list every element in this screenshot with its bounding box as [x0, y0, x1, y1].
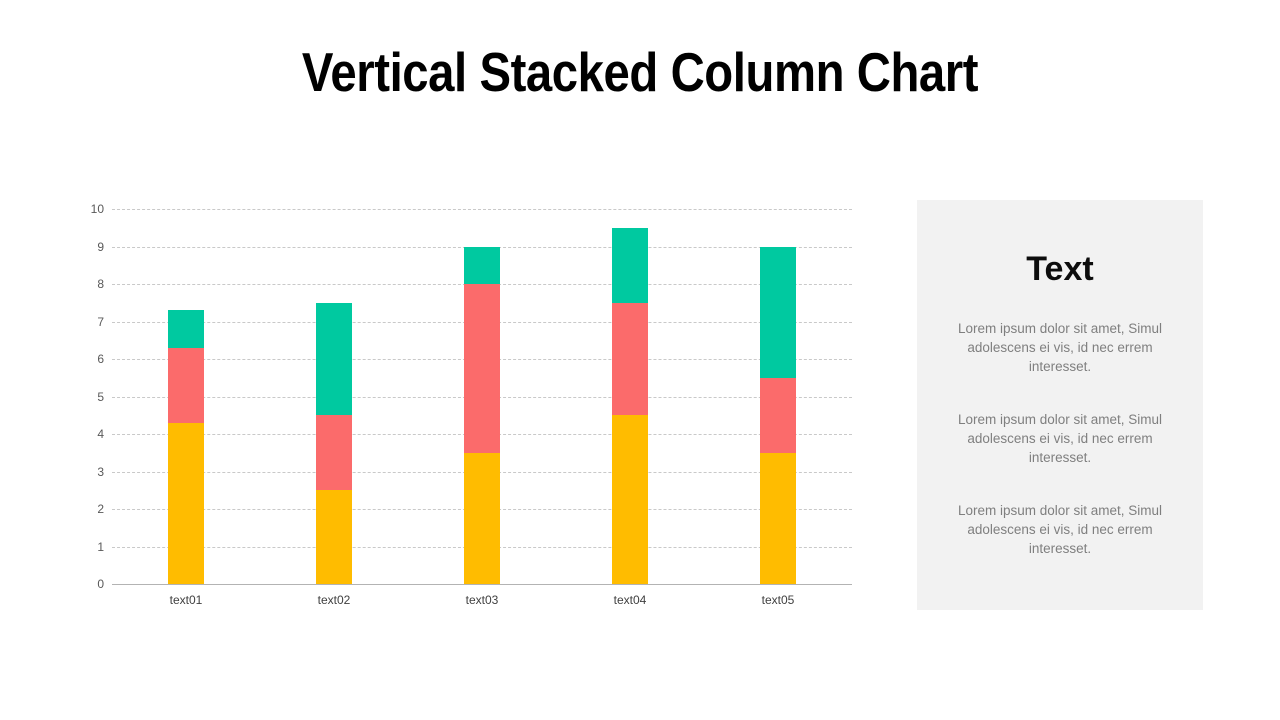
- stacked-bar-text01: [168, 310, 204, 584]
- y-tick-label: 3: [97, 464, 104, 479]
- y-tick-label: 8: [97, 277, 104, 291]
- y-tick-label: 9: [97, 239, 104, 254]
- stacked-bar-text04: [612, 227, 648, 584]
- bar-segment-top-green: [760, 246, 796, 378]
- y-tick-label: 10: [90, 202, 104, 216]
- panel-paragraph-3: Lorem ipsum dolor sit amet, Simul adoles…: [957, 503, 1163, 556]
- bar-segment-top-green: [464, 246, 500, 284]
- side-text-panel: Text Lorem ipsum dolor sit amet, Simul a…: [917, 200, 1203, 610]
- x-category-label: text04: [613, 593, 647, 607]
- bar-segment-top-green: [168, 310, 204, 348]
- stacked-column-chart: 0 1 2 3 4 5 6 7 8 9 10 text01 text02 text03 text04 text…: [91, 202, 852, 607]
- panel-paragraph-2: Lorem ipsum dolor sit amet, Simul adoles…: [957, 412, 1163, 465]
- y-tick-label: 4: [97, 427, 104, 441]
- stacked-bar-text03: [464, 246, 500, 584]
- x-axis-line: [112, 584, 852, 585]
- y-tick-label: 7: [97, 314, 104, 329]
- slide-title: Vertical Stacked Column Chart: [301, 41, 979, 103]
- x-category-label: text01: [169, 593, 203, 607]
- gridline: [112, 209, 852, 210]
- bar-segment-bottom-orange: [760, 452, 796, 584]
- bar-segment-bottom-orange: [168, 422, 204, 584]
- bar-segment-bottom-orange: [316, 490, 352, 584]
- bar-segment-middle-red: [760, 377, 796, 453]
- stacked-bar-text05: [760, 246, 796, 584]
- bar-segment-middle-red: [316, 415, 352, 491]
- x-category-label: text05: [761, 593, 795, 607]
- panel-heading: Text: [1026, 250, 1094, 288]
- bar-segment-middle-red: [464, 284, 500, 453]
- bar-segment-middle-red: [168, 347, 204, 423]
- y-tick-label: 2: [97, 502, 104, 516]
- bar-segment-bottom-orange: [612, 415, 648, 584]
- stacked-bar-text02: [316, 302, 352, 584]
- bar-segment-bottom-orange: [464, 452, 500, 584]
- bar-segment-middle-red: [612, 302, 648, 416]
- x-category-label: text02: [317, 593, 351, 607]
- panel-paragraph-1: Lorem ipsum dolor sit amet, Simul adoles…: [957, 321, 1163, 374]
- bar-segment-top-green: [316, 302, 352, 416]
- y-tick-label: 5: [97, 389, 104, 404]
- x-category-label: text03: [465, 593, 499, 607]
- y-tick-label: 0: [97, 577, 104, 591]
- bar-segment-top-green: [612, 227, 648, 303]
- y-tick-label: 6: [97, 352, 104, 366]
- y-tick-label: 1: [97, 539, 104, 554]
